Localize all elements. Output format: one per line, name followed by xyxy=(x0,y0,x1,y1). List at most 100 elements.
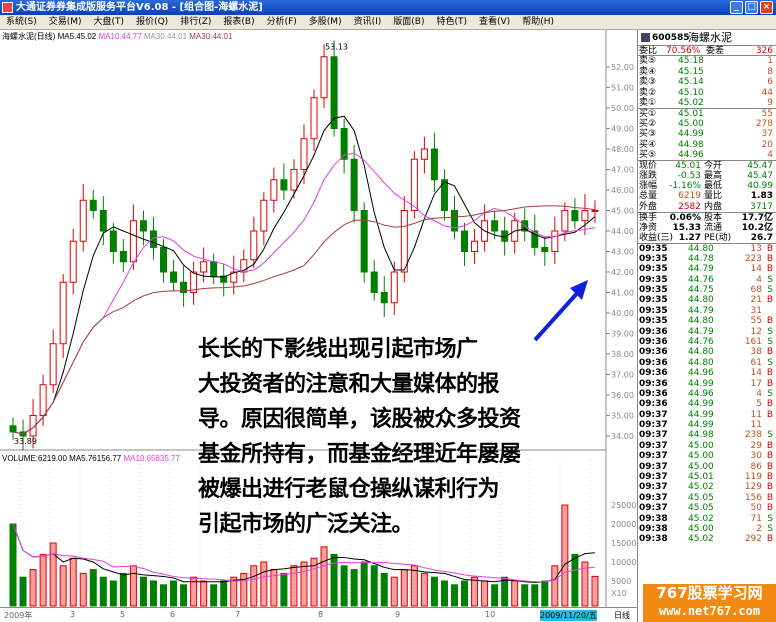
menu-item[interactable]: 帮助(H) xyxy=(522,17,554,27)
candle xyxy=(320,56,328,99)
trade-volume: 86 xyxy=(750,461,762,472)
trade-row: 09:35 44.79 14 B xyxy=(638,264,776,274)
value: 45.47 xyxy=(747,161,773,172)
price: 45.01 xyxy=(678,109,704,120)
volume-bar xyxy=(430,576,438,607)
volume-bar xyxy=(551,565,559,607)
trade-volume: 55 xyxy=(750,316,762,327)
close-button[interactable]: × xyxy=(760,1,773,14)
volume-bar xyxy=(581,561,589,607)
trade-time: 09:37 xyxy=(639,461,668,472)
trade-time: 09:35 xyxy=(639,274,668,285)
candle xyxy=(69,240,77,283)
value: 45.47 xyxy=(747,170,773,181)
volume: 1 xyxy=(767,56,773,67)
annotation-line: 基金所持有，而基金经理近年屡屡 xyxy=(198,441,521,467)
value: 26.7 xyxy=(750,233,773,244)
maximize-button[interactable]: □ xyxy=(745,1,758,14)
annotation-line: 被爆出进行老鼠仓操纵谋利行为 xyxy=(198,476,500,502)
period-button[interactable]: 日线 xyxy=(614,611,630,620)
volume-bar xyxy=(310,557,318,607)
trade-time: 09:35 xyxy=(639,316,668,327)
menu-item[interactable]: 特色(T) xyxy=(436,17,468,27)
kline-chart[interactable]: 52.00 51.00 50.00 49.00 48.00 47.00 46.00 45.00… xyxy=(0,30,637,607)
label: 卖② xyxy=(639,87,657,98)
label: 涨跌 xyxy=(639,170,658,181)
menu-item[interactable]: 查看(V) xyxy=(479,17,511,27)
trade-volume: 71 xyxy=(750,513,762,524)
trade-row: 09:35 44.76 4 S xyxy=(638,275,776,285)
trade-row: 09:37 44.98 238 S xyxy=(638,430,776,440)
candle xyxy=(310,97,318,140)
price: 45.14 xyxy=(678,77,704,88)
trade-volume: 31 xyxy=(750,305,762,316)
label: 收益(三) xyxy=(639,233,674,244)
trade-volume: 4 xyxy=(756,388,762,399)
candle xyxy=(290,169,298,191)
trade-row: 09:36 44.96 14 B xyxy=(638,368,776,378)
menu-item[interactable]: 大盘(T) xyxy=(93,17,125,27)
trade-volume: 129 xyxy=(744,482,762,493)
value: 1.83 xyxy=(750,191,773,202)
price: 45.18 xyxy=(678,56,704,67)
menu-item[interactable]: 版面(B) xyxy=(393,17,425,27)
menu-item[interactable]: 资讯(I) xyxy=(353,17,382,27)
ma10-value: MA10.44.77 xyxy=(98,32,142,41)
candle xyxy=(430,148,438,181)
candle xyxy=(581,210,589,222)
trade-price: 44.99 xyxy=(688,409,714,420)
trade-time: 09:35 xyxy=(639,253,668,264)
sell-row: 卖① 45.02 9 xyxy=(638,98,776,108)
trade-time: 09:36 xyxy=(639,357,668,368)
price: 45.15 xyxy=(678,66,704,77)
volume-bar xyxy=(400,569,408,607)
menu-item[interactable]: 分析(F) xyxy=(266,17,297,27)
candle xyxy=(39,384,47,416)
volume-bar xyxy=(260,561,268,607)
value: 6219 xyxy=(678,191,701,202)
trade-row: 09:36 44.79 12 S xyxy=(638,327,776,337)
trade-time: 09:36 xyxy=(639,326,668,337)
trade-volume: 50 xyxy=(750,503,762,514)
price-tick-label: 37.00 xyxy=(611,371,634,380)
menu-item[interactable]: 报价(Q) xyxy=(136,17,169,27)
stat-row: 现价 45.01 今开 45.47 xyxy=(638,160,776,172)
trade-price: 44.80 xyxy=(688,347,714,358)
candle xyxy=(270,179,278,201)
stat-row: 涨幅 -1.16% 最低 40.99 xyxy=(638,181,776,191)
label: 今开 xyxy=(704,161,723,172)
candle xyxy=(59,281,67,345)
menu-item[interactable]: 交易(M) xyxy=(48,17,82,27)
trade-row: 09:36 44.99 5 B xyxy=(638,399,776,409)
buy-row: 买⑤ 44.96 4 xyxy=(638,150,776,160)
price-tick-label: 43.00 xyxy=(611,248,634,257)
volume-value: VOLUME:6219.00 xyxy=(2,454,67,463)
label: 量比 xyxy=(704,191,723,202)
trade-price: 45.00 xyxy=(688,461,714,472)
candle xyxy=(99,210,107,232)
annotation-line: 长长的下影线出现引起市场广 xyxy=(198,336,478,362)
candle xyxy=(531,230,539,248)
volume-bar xyxy=(29,569,37,607)
minimize-button[interactable]: _ xyxy=(730,1,743,14)
candle xyxy=(571,210,579,222)
trade-time: 09:36 xyxy=(639,399,668,410)
price-tick-label: 38.00 xyxy=(611,350,634,359)
candle xyxy=(330,56,338,129)
buy-row: 买① 45.01 55 xyxy=(638,108,776,120)
trade-time: 09:37 xyxy=(639,451,668,462)
trade-row: 09:38 45.02 71 S xyxy=(638,514,776,524)
volume-bar xyxy=(59,565,67,607)
trade-side: S xyxy=(767,326,773,337)
menu-item[interactable]: 排行(Z) xyxy=(180,17,212,27)
menu-item[interactable]: 报表(B) xyxy=(223,17,255,27)
volume-bar xyxy=(99,576,107,607)
label: 卖④ xyxy=(639,66,657,77)
annotation-text: 长长的下影线出现引起市场广 大投资者的注意和大量媒体的报 导。原因很简单，该股被众多… xyxy=(198,332,521,542)
trade-price: 44.79 xyxy=(688,264,714,275)
menu-item[interactable]: 系统(S) xyxy=(6,17,37,27)
menu-item[interactable]: 多股(M) xyxy=(308,17,342,27)
trade-price: 45.05 xyxy=(688,503,714,514)
volume-bar xyxy=(440,580,448,607)
label: 委比 xyxy=(639,46,658,56)
